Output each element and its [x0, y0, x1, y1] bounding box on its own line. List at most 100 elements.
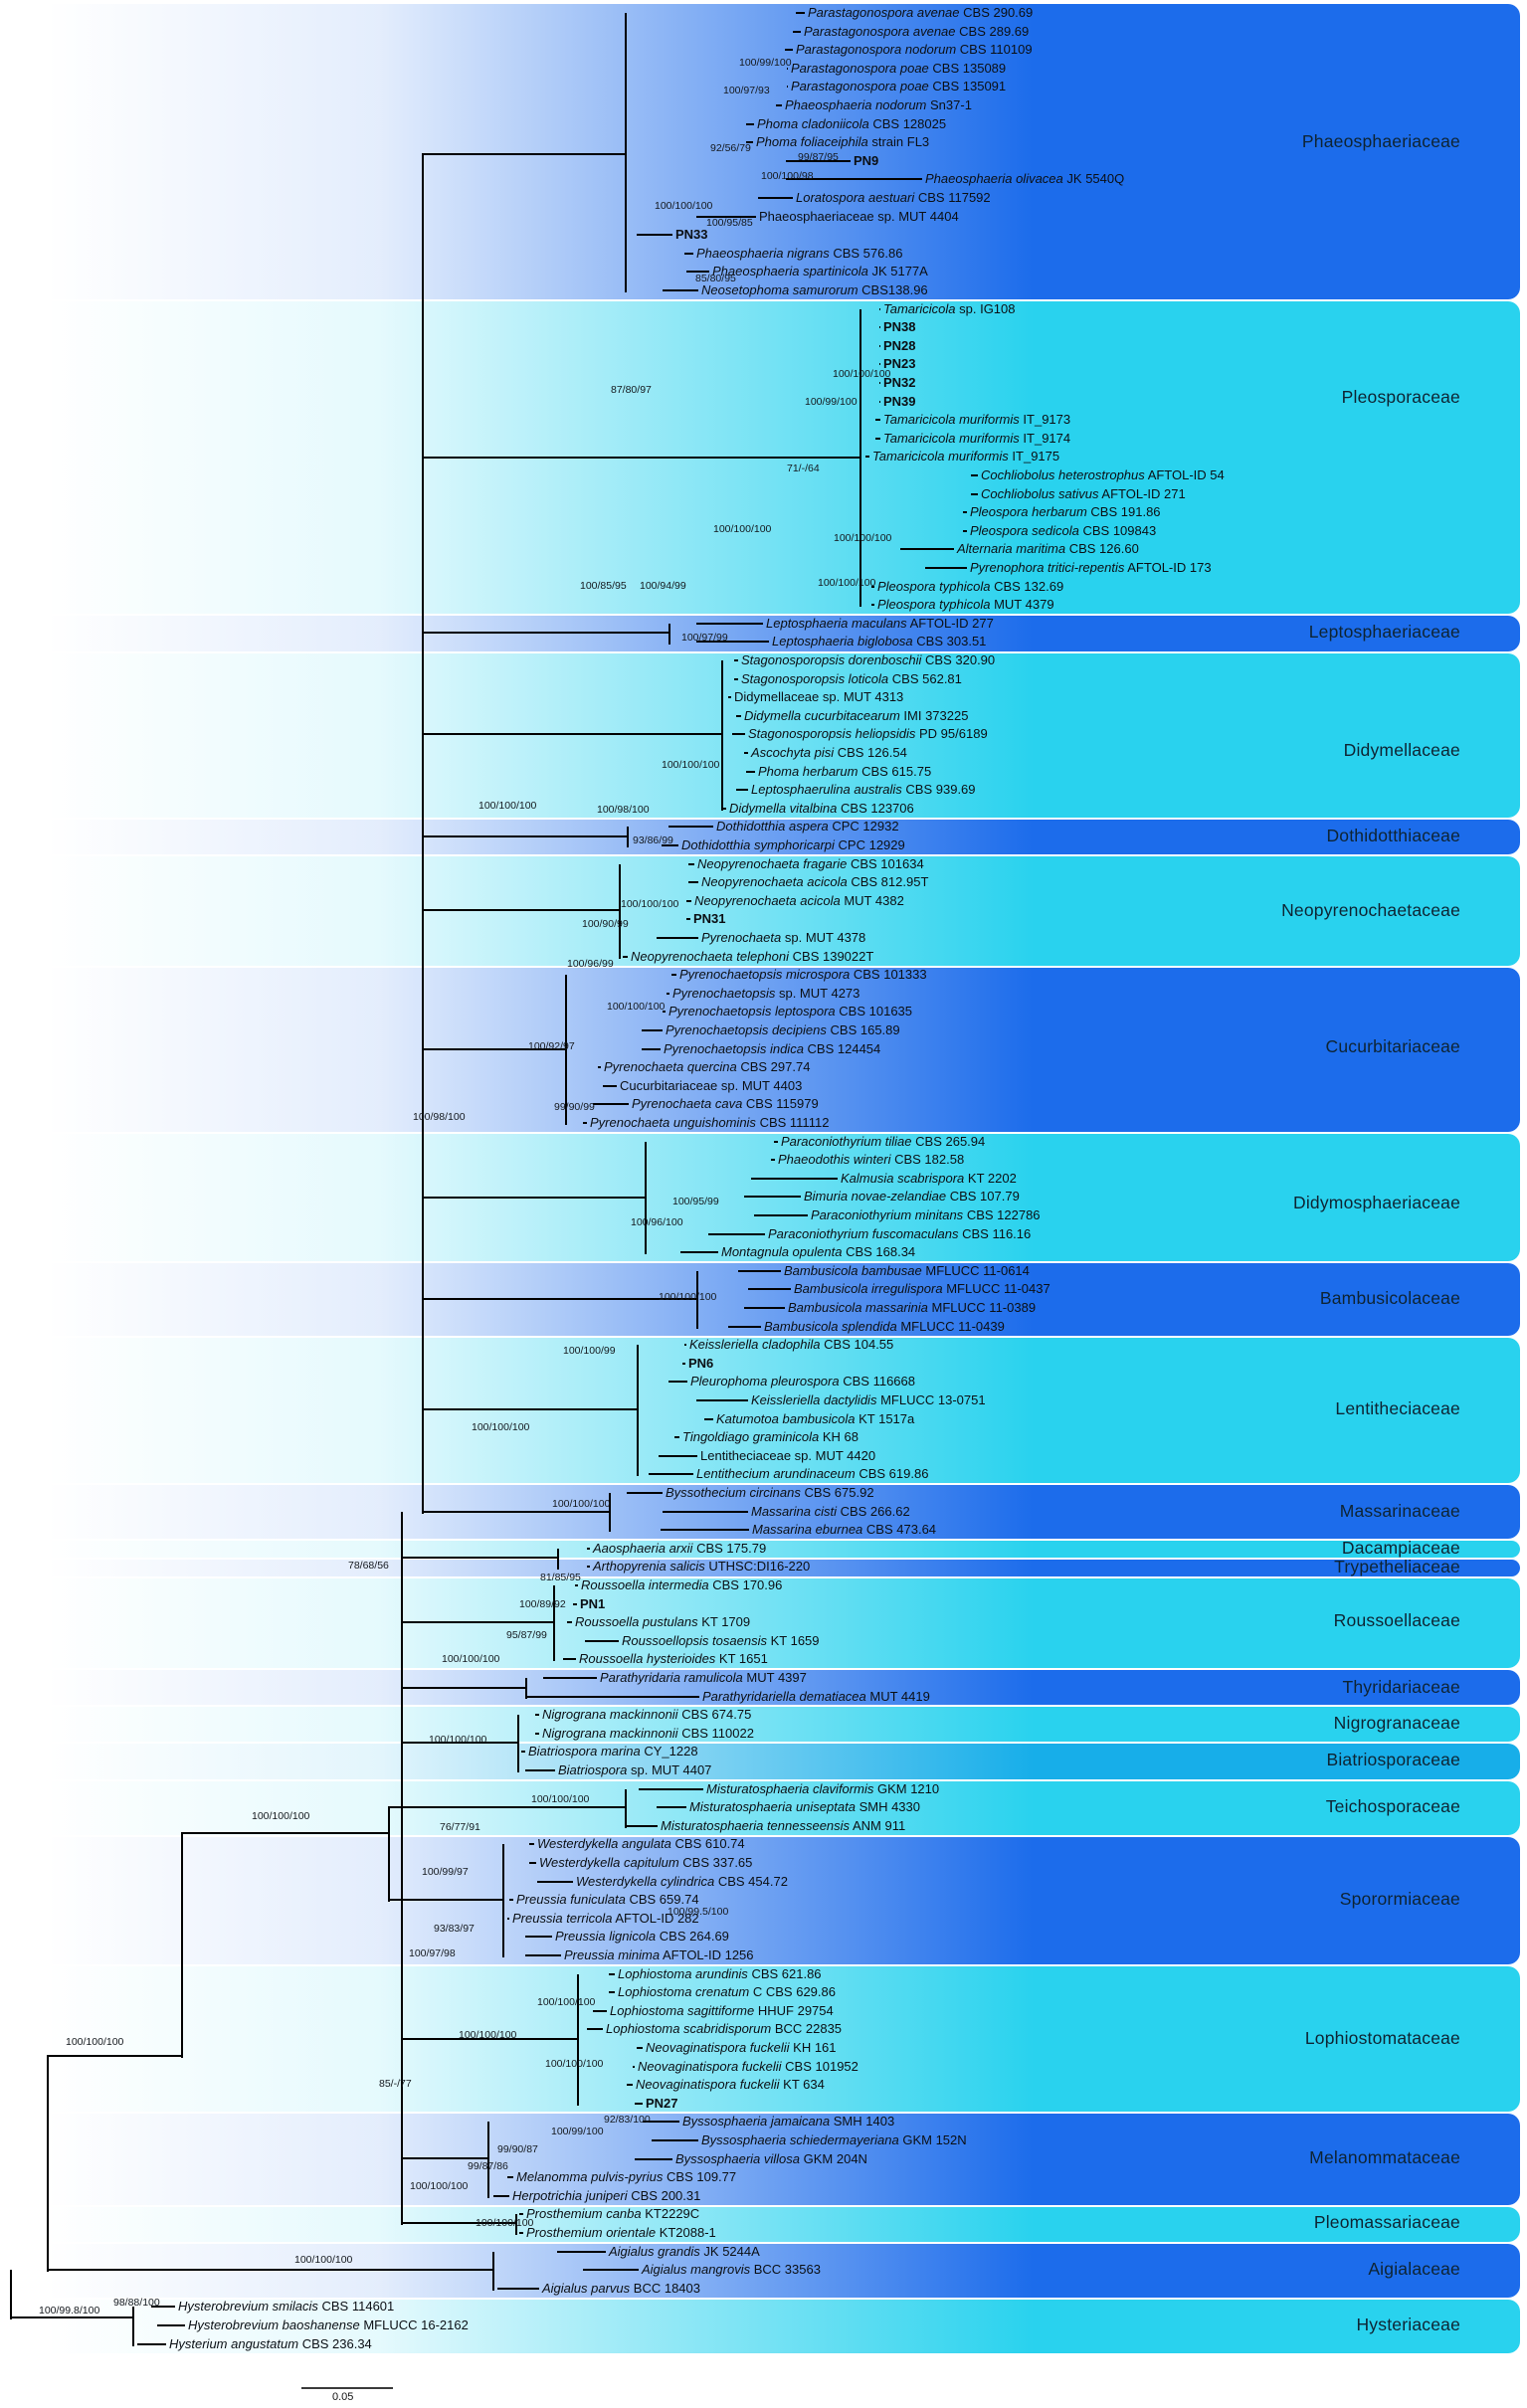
branch-line — [593, 2009, 607, 2012]
taxon-label: Massarina eburnea CBS 473.64 — [752, 1522, 937, 1538]
taxon-label: Didymella vitalbina CBS 123706 — [729, 800, 914, 816]
tree-branch-segment — [422, 1298, 696, 1300]
branch-line — [696, 215, 756, 218]
family-label: Teichosporaceae — [1325, 1796, 1460, 1816]
branch-line — [493, 2194, 509, 2197]
taxon-label: Aigialus parvus BCC 18403 — [542, 2280, 700, 2296]
branch-line — [557, 2250, 606, 2253]
support-values: 100/99.8/100 — [39, 2305, 100, 2316]
tree-vertical-connector — [422, 154, 424, 1514]
branch-line — [696, 622, 763, 625]
family-band-neopyrenochaetaceae — [0, 856, 1520, 966]
taxon-label: Nigrograna mackinnonii CBS 674.75 — [542, 1707, 752, 1723]
tree-branch-segment — [422, 153, 625, 155]
branch-line — [786, 178, 922, 181]
taxon-label: Pyrenochaeta sp. MUT 4378 — [701, 930, 866, 945]
branch-line — [771, 1159, 775, 1162]
taxon-label: Aaosphaeria arxii CBS 175.79 — [593, 1540, 767, 1556]
taxon-label: Parathyridariella dematiacea MUT 4419 — [702, 1688, 930, 1704]
branch-line — [722, 807, 726, 810]
taxon-label: Pyrenochaetopsis sp. MUT 4273 — [672, 985, 860, 1001]
branch-line — [686, 271, 709, 274]
family-label: Biatriosporaceae — [1326, 1750, 1460, 1769]
support-values: 100/98/100 — [413, 1111, 466, 1123]
support-values: 99/90/99 — [554, 1101, 595, 1113]
taxon-label: Arthopyrenia salicis UTHSC:DI16-220 — [593, 1559, 811, 1574]
branch-line — [875, 419, 880, 422]
branch-line — [751, 1177, 838, 1180]
family-label: Pleosporaceae — [1341, 387, 1460, 407]
taxon-label: Pyrenochaetopsis indica CBS 124454 — [664, 1040, 881, 1056]
taxon-label: Alternaria maritima CBS 126.60 — [957, 541, 1139, 557]
branch-line — [875, 437, 880, 440]
branch-line — [543, 1677, 597, 1679]
taxon-label: Roussoellopsis tosaensis KT 1659 — [622, 1632, 820, 1648]
support-values: 100/96/99 — [567, 958, 614, 970]
taxon-label: Parastagonospora avenae CBS 290.69 — [808, 5, 1034, 20]
support-values: 99/87/95 — [798, 151, 839, 163]
branch-line — [786, 159, 851, 162]
taxon-label: Lophiostoma arundinis CBS 621.86 — [618, 1965, 822, 1981]
taxon-label: Bambusicola splendida MFLUCC 11-0439 — [764, 1318, 1005, 1334]
taxon-label: Hysterobrevium smilacis CBS 114601 — [178, 2299, 395, 2315]
taxon-label: PN28 — [883, 337, 916, 353]
branch-line — [519, 2232, 523, 2234]
taxon-label: Preussia funiculata CBS 659.74 — [516, 1892, 699, 1908]
tree-branch-segment — [422, 632, 668, 634]
support-values: 100/100/100 — [834, 532, 892, 544]
tree-branch-segment — [422, 1048, 565, 1050]
support-values: 76/77/91 — [440, 1821, 480, 1833]
support-values: 100/100/100 — [833, 368, 891, 380]
family-band-biatriosporaceae — [0, 1744, 1520, 1779]
branch-line — [642, 1029, 663, 1031]
taxon-label: Biatriospora sp. MUT 4407 — [558, 1762, 712, 1777]
taxon-label: Misturatosphaeria claviformis GKM 1210 — [706, 1780, 940, 1796]
family-band-aigialaceae — [0, 2244, 1520, 2298]
branch-line — [879, 382, 880, 384]
taxon-label: Roussoella intermedia CBS 170.96 — [581, 1577, 783, 1592]
tree-branch-segment — [181, 1832, 388, 1834]
support-values: 85/80/95 — [695, 273, 736, 284]
family-label: Hysteriaceae — [1356, 2315, 1460, 2334]
family-band-hysteriaceae — [0, 2300, 1520, 2353]
taxon-label: Tamaricicola muriformis IT_9174 — [883, 430, 1071, 446]
family-band-dothidotthiaceae — [0, 820, 1520, 854]
taxon-label: Tamaricicola muriformis IT_9175 — [872, 449, 1060, 464]
support-values: 100/100/100 — [459, 2029, 517, 2041]
branch-line — [639, 1787, 703, 1790]
tree-branch-segment — [422, 1511, 609, 1513]
taxon-label: Aigialus mangrovis BCC 33563 — [642, 2262, 821, 2278]
support-values: 100/95/99 — [672, 1196, 719, 1207]
branch-line — [583, 1122, 587, 1124]
taxon-label: Neopyrenochaeta acicola CBS 812.95T — [701, 874, 929, 890]
taxon-label: Prosthemium canba KT2229C — [526, 2206, 700, 2222]
branch-line — [787, 67, 788, 70]
family-band-lentitheciaceae — [0, 1338, 1520, 1483]
tree-vertical-connector — [619, 864, 621, 959]
taxon-label: Cochliobolus heterostrophus AFTOL-ID 54 — [981, 467, 1225, 482]
family-label: Didymosphaeriaceae — [1293, 1193, 1460, 1212]
taxon-label: Neovaginatispora fuckelii KT 634 — [636, 2077, 825, 2093]
taxon-label: Roussoella pustulans KT 1709 — [575, 1614, 751, 1630]
taxon-label: Prosthemium orientale KT2088-1 — [526, 2225, 716, 2240]
branch-line — [609, 1991, 615, 1994]
taxon-label: Phaeodothis winteri CBS 182.58 — [778, 1152, 965, 1168]
family-band-thyridariaceae — [0, 1670, 1520, 1705]
taxon-label: PN39 — [883, 393, 916, 409]
branch-line — [627, 1492, 663, 1494]
branch-line — [587, 2028, 603, 2031]
support-values: 100/100/100 — [429, 1734, 487, 1746]
branch-line — [744, 752, 748, 754]
branch-line — [900, 548, 954, 551]
support-values: 100/100/99 — [563, 1345, 616, 1357]
taxon-label: Lophiostoma crenatum C CBS 629.86 — [618, 1984, 836, 2000]
branch-line — [593, 1103, 629, 1106]
branch-line — [525, 1936, 552, 1939]
taxon-label: Misturatosphaeria tennesseensis ANM 911 — [661, 1817, 906, 1833]
tree-vertical-connector — [565, 975, 567, 1125]
taxon-label: Preussia lignicola CBS 264.69 — [555, 1929, 729, 1945]
branch-line — [686, 899, 691, 902]
support-values: 100/100/100 — [655, 200, 713, 212]
support-values: 100/100/100 — [442, 1653, 500, 1665]
support-values: 100/100/100 — [537, 1996, 596, 2008]
